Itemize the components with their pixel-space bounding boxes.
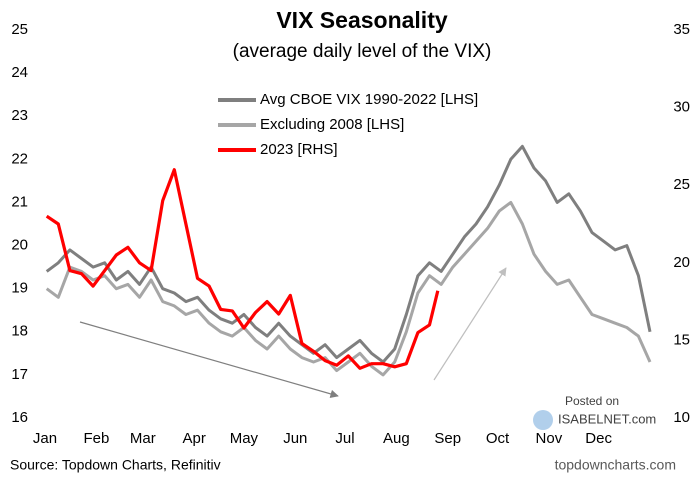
y-tick-label: 16 <box>11 409 28 426</box>
series-line <box>45 144 652 364</box>
watermark: ISABELNET.com <box>558 411 656 426</box>
x-tick-label: Jun <box>283 430 307 447</box>
x-tick-label: Jan <box>33 430 57 447</box>
y2-tick-label: 30 <box>673 99 690 116</box>
y-tick-label: 21 <box>11 193 28 210</box>
watermark-icon <box>533 410 553 430</box>
x-tick-label: Oct <box>486 430 510 447</box>
y-tick-label: 20 <box>11 237 28 254</box>
y-tick-label: 19 <box>11 280 28 297</box>
x-tick-label: Aug <box>383 430 410 447</box>
y2-tick-label: 15 <box>673 331 690 348</box>
y-tick-label: 25 <box>11 21 28 38</box>
chart-title: VIX Seasonality <box>276 7 448 33</box>
chart-subtitle: (average daily level of the VIX) <box>233 41 492 62</box>
annotation-arrow <box>79 321 339 398</box>
y-tick-label: 17 <box>11 366 28 383</box>
y-tick-label: 24 <box>11 64 28 81</box>
series-line <box>45 168 440 370</box>
x-tick-label: Feb <box>83 430 109 447</box>
x-tick-label: Sep <box>434 430 461 447</box>
legend-label: 2023 [RHS] <box>260 141 338 158</box>
credit: topdowncharts.com <box>555 457 676 473</box>
y2-tick-label: 20 <box>673 254 690 271</box>
source: Source: Topdown Charts, Refinitiv <box>10 457 221 473</box>
watermark: Posted on <box>565 394 619 408</box>
legend-label: Excluding 2008 [LHS] <box>260 116 404 133</box>
x-tick-label: Dec <box>585 430 612 447</box>
x-tick-label: May <box>230 430 259 447</box>
x-tick-label: Mar <box>130 430 156 447</box>
series-line <box>45 200 652 377</box>
y2-tick-label: 35 <box>673 21 690 38</box>
annotation-arrow <box>433 267 507 381</box>
y-tick-label: 22 <box>11 150 28 167</box>
y2-tick-label: 10 <box>673 409 690 426</box>
y2-tick-label: 25 <box>673 176 690 193</box>
x-tick-label: Jul <box>335 430 354 447</box>
legend-label: Avg CBOE VIX 1990-2022 [LHS] <box>260 91 478 108</box>
y-tick-label: 23 <box>11 107 28 124</box>
y-tick-label: 18 <box>11 323 28 340</box>
x-tick-label: Nov <box>536 430 563 447</box>
x-tick-label: Apr <box>183 430 206 447</box>
